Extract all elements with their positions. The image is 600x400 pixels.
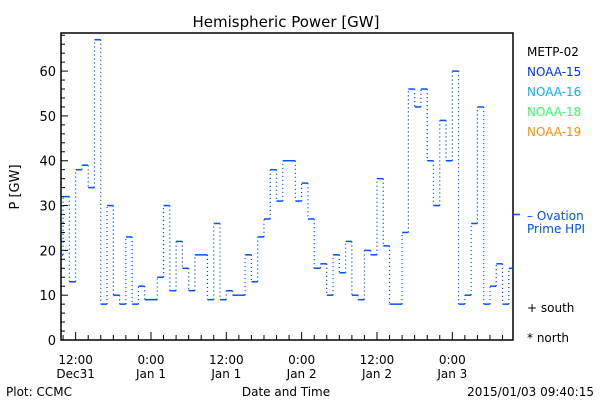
x-tick-label-time: 0:00 (439, 353, 466, 367)
y-tick-label: 60 (39, 65, 56, 80)
y-tick-label: 40 (39, 155, 56, 170)
legend-item: NOAA-19 (527, 125, 581, 139)
marker-north-label: * north (527, 331, 569, 345)
y-axis: 0 10 20 30 40 50 60 (39, 34, 68, 349)
ovation-label-line2: Prime HPI (527, 222, 585, 236)
marker-south-label: + south (527, 301, 574, 315)
footer-timestamp: 2015/01/03 09:40:15 (467, 385, 594, 399)
x-tick-label-time: 12:00 (209, 353, 244, 367)
y-tick-label: 10 (39, 289, 56, 304)
x-tick-label-date: Jan 3 (436, 367, 467, 381)
chart-title: Hemispheric Power [GW] (193, 13, 380, 31)
legend-item: NOAA-18 (527, 105, 581, 119)
x-tick-label-date: Jan 2 (361, 367, 392, 381)
x-tick-label-date: Jan 2 (286, 367, 317, 381)
legend-item: NOAA-15 (527, 65, 581, 79)
legend-item: METP-02 (527, 45, 579, 59)
x-tick-label-time: 12:00 (360, 353, 395, 367)
legend: METP-02 NOAA-15 NOAA-16 NOAA-18 NOAA-19 (527, 45, 581, 139)
x-tick-label-date: Dec31 (56, 367, 95, 381)
y-tick-label: 30 (39, 200, 56, 215)
y-tick-label: 20 (39, 244, 56, 259)
x-tick-label-time: 0:00 (288, 353, 315, 367)
x-axis-label: Date and Time (242, 385, 330, 399)
x-tick-label-date: Jan 1 (135, 367, 166, 381)
x-tick-label-time: 12:00 (58, 353, 93, 367)
legend-item: NOAA-16 (527, 85, 581, 99)
x-tick-label-time: 0:00 (138, 353, 165, 367)
y-tick-label: 0 (48, 334, 56, 349)
y-axis-label: P [GW] (8, 164, 23, 209)
y-tick-label: 50 (39, 110, 56, 125)
footer-plot-credit: Plot: CCMC (6, 385, 72, 399)
x-tick-label-date: Jan 1 (210, 367, 241, 381)
ovation-label-line1: – Ovation (527, 209, 584, 223)
plot-frame (60, 32, 514, 341)
series-noaa-15 (61, 38, 513, 305)
